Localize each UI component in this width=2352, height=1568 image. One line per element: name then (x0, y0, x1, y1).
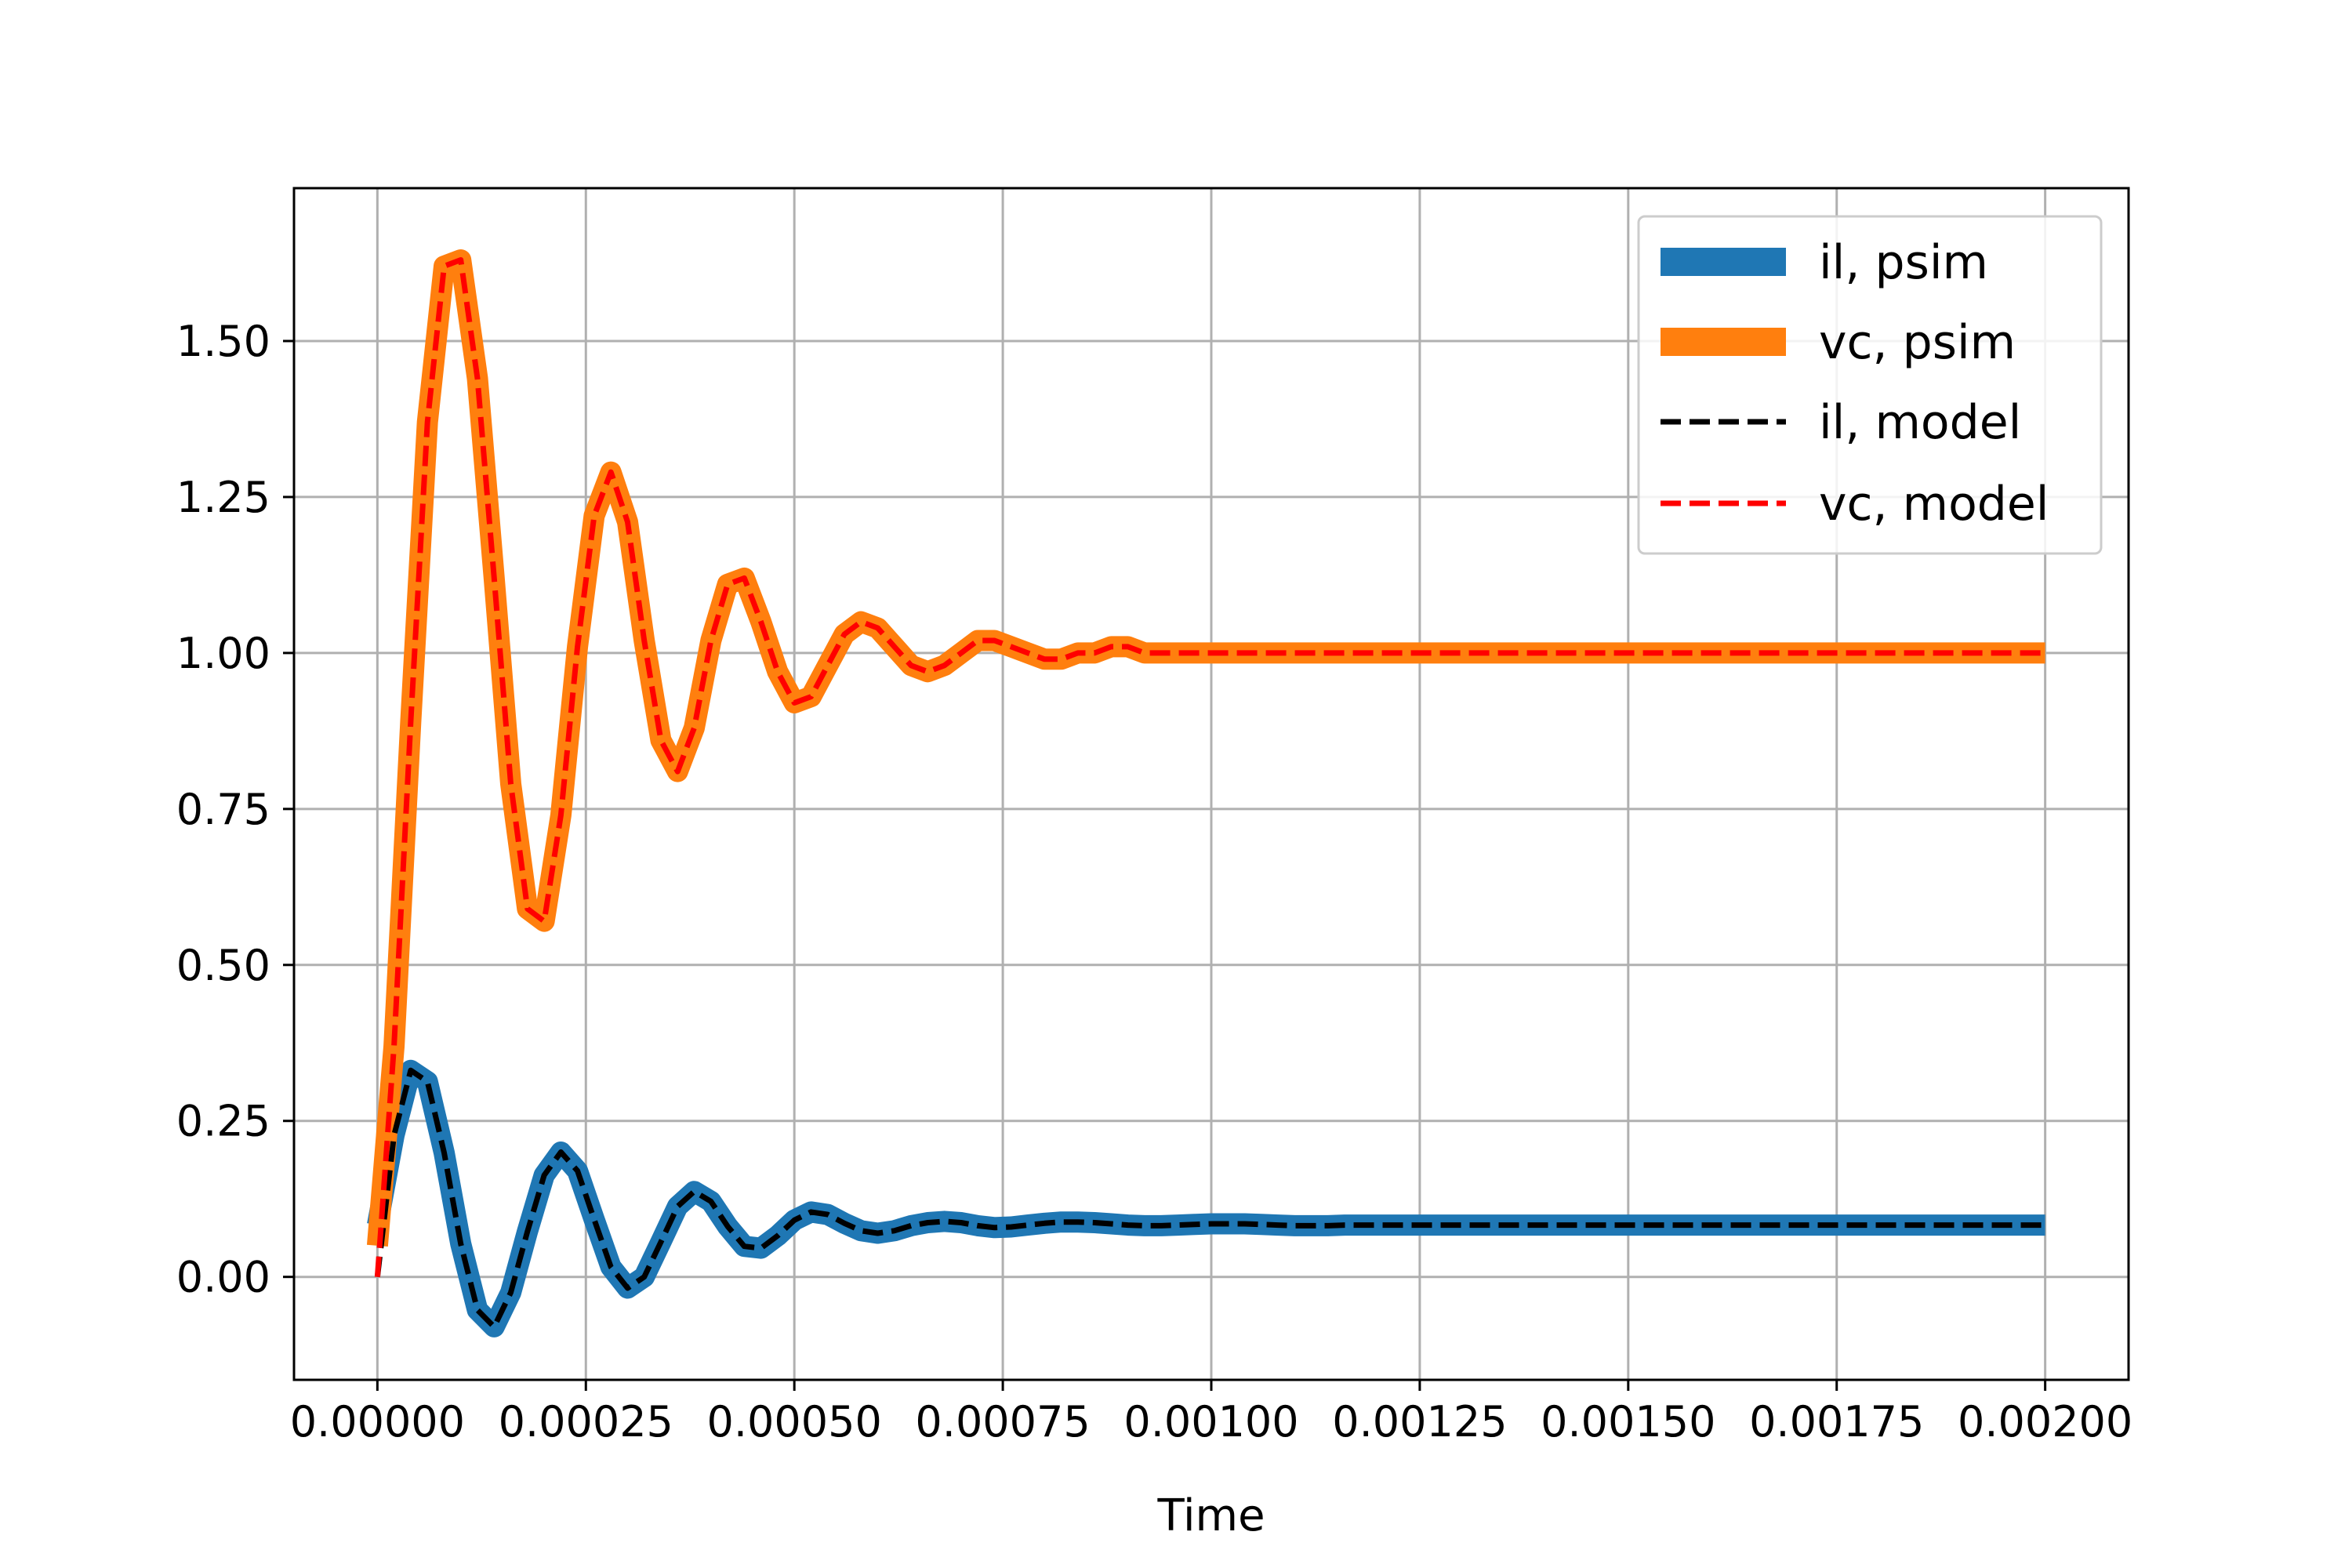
x-tick-label: 0.00075 (915, 1397, 1090, 1446)
x-tick-label: 0.00175 (1749, 1397, 1924, 1446)
x-tick-label: 0.00125 (1332, 1397, 1507, 1446)
y-tick-label: 1.50 (176, 317, 270, 366)
y-tick-label: 0.00 (176, 1253, 270, 1302)
y-tick-label: 1.00 (176, 629, 270, 678)
x-tick-label: 0.00000 (290, 1397, 465, 1446)
y-tick-label: 0.50 (176, 941, 270, 990)
x-tick-label: 0.00100 (1123, 1397, 1298, 1446)
legend-label-vc-psim: vc, psim (1819, 315, 2016, 370)
y-tick-label: 0.25 (176, 1097, 270, 1146)
legend-label-vc-model: vc, model (1819, 477, 2049, 532)
x-axis-label: Time (1156, 1490, 1265, 1541)
x-tick-label: 0.00050 (707, 1397, 882, 1446)
legend: il, psim vc, psim il, model vc, model (1637, 215, 2103, 555)
legend-label-il-psim: il, psim (1819, 235, 1988, 290)
x-axis: 0.00000 0.00025 0.00050 0.00075 0.00100 0.001… (290, 1380, 2132, 1446)
x-tick-label: 0.00200 (1958, 1397, 2132, 1446)
y-tick-label: 1.25 (176, 473, 270, 522)
y-axis: 0.00 0.25 0.50 0.75 1.00 1.25 1.50 (176, 317, 294, 1302)
x-tick-label: 0.00150 (1541, 1397, 1715, 1446)
y-tick-label: 0.75 (176, 785, 270, 834)
series-line-il-model (374, 1067, 2045, 1330)
legend-box (1637, 215, 2103, 555)
legend-label-il-model: il, model (1819, 395, 2021, 450)
x-tick-label: 0.00025 (499, 1397, 673, 1446)
series-line-vc-model (374, 257, 2045, 1277)
legend-items: il, psim vc, psim il, model vc, model (1661, 235, 2049, 532)
series-layer (366, 249, 2045, 1338)
